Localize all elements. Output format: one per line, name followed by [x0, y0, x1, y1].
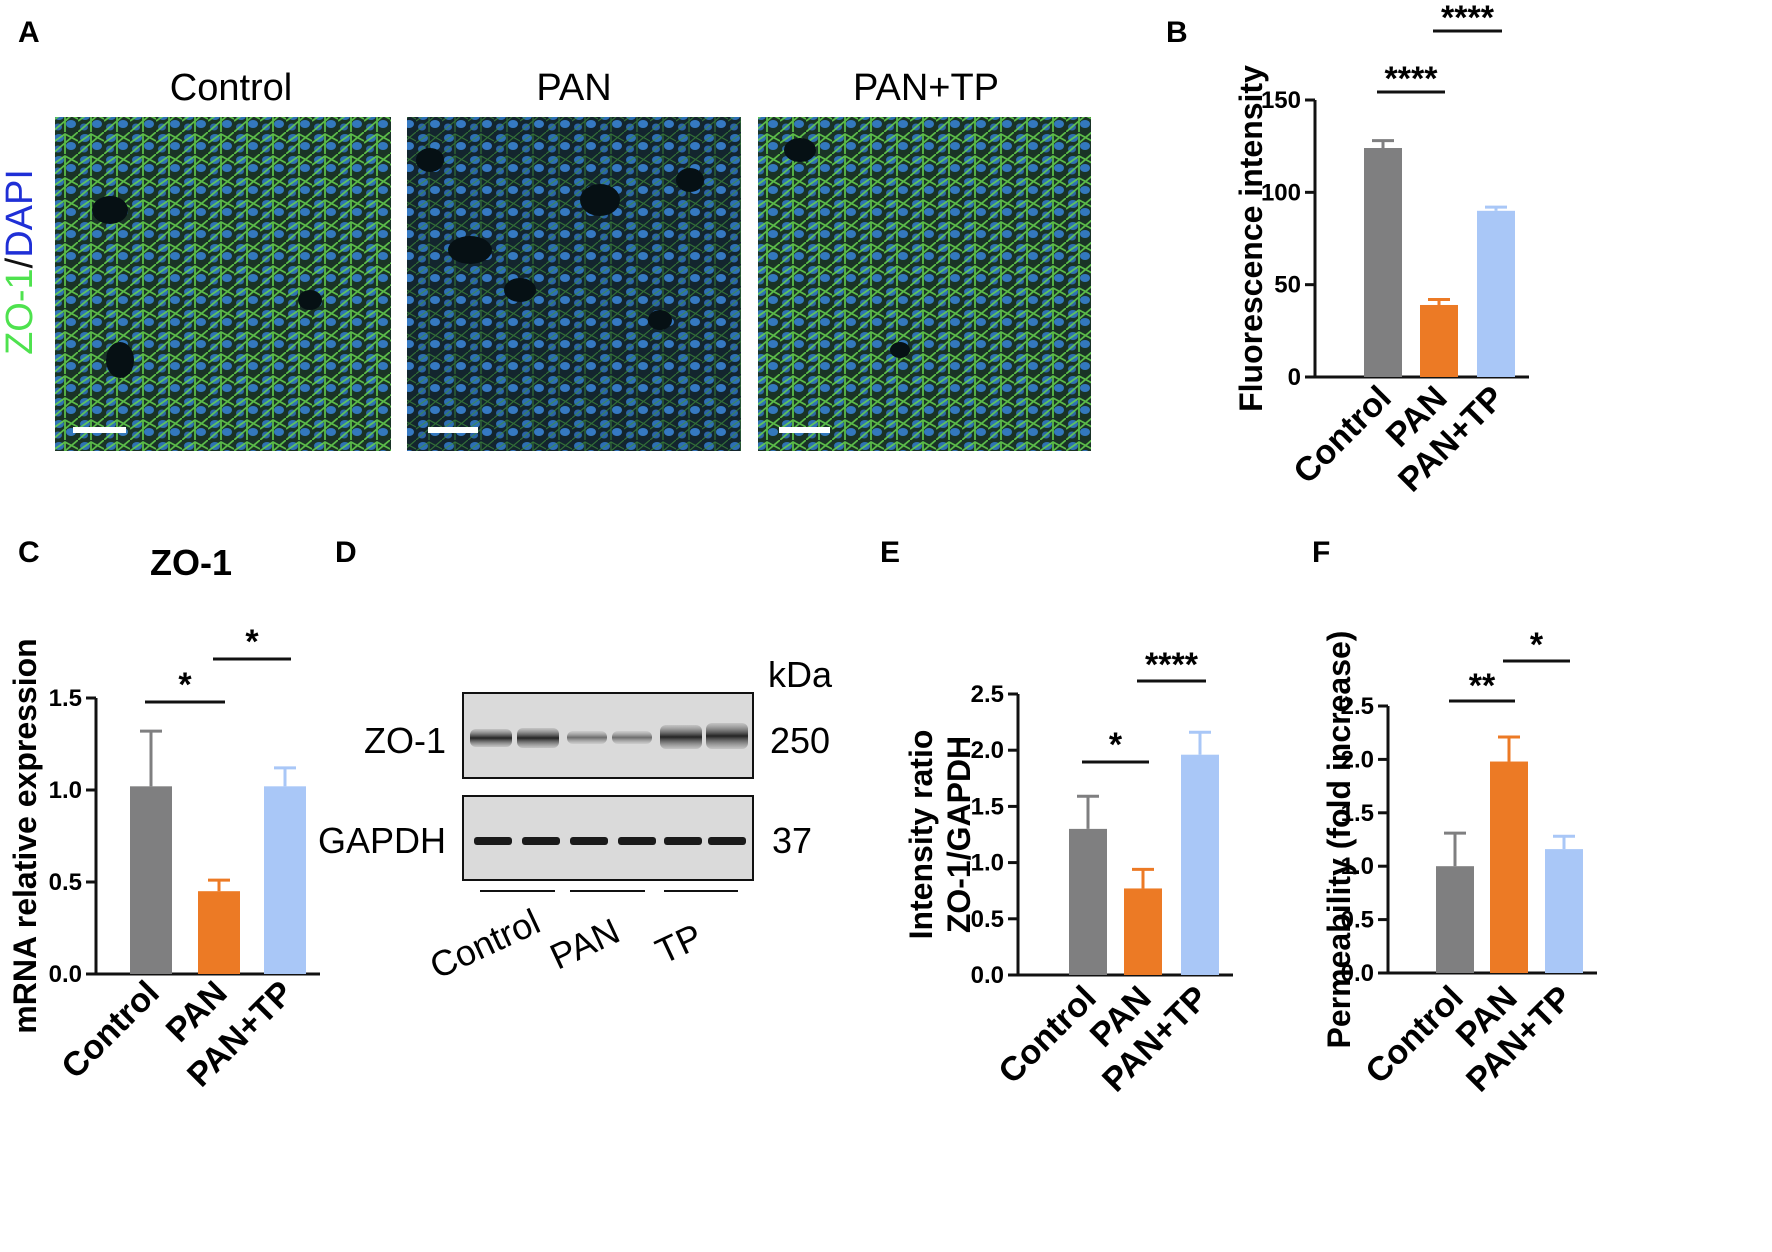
- y-axis-label-2: ZO-1/GAPDH: [941, 736, 977, 933]
- y-tick-label: 1.0: [1341, 853, 1374, 880]
- scale-bar: [779, 427, 830, 433]
- y-axis-label: Permeability (fold increase): [1321, 631, 1357, 1049]
- band-label-gapdh: GAPDH: [318, 820, 446, 861]
- blot-gapdh: [462, 795, 754, 881]
- micrograph-control: [55, 117, 391, 451]
- bar-pan: [1490, 761, 1528, 973]
- micrograph-pan-tp: [758, 117, 1091, 451]
- significance-label: **: [1469, 667, 1496, 705]
- x-tick-label-control: Control: [54, 974, 166, 1086]
- bar-pan: [1124, 888, 1162, 975]
- y-tick-label: 100: [1261, 179, 1301, 206]
- y-tick-label: 0.5: [49, 869, 82, 896]
- panel-b-label: B: [1166, 16, 1188, 49]
- group-label-tp: TP: [649, 915, 708, 972]
- bar-pan-tp: [264, 786, 306, 974]
- y-axis-label: Fluorescence intensity: [1233, 65, 1269, 412]
- bar-pan: [198, 891, 240, 974]
- micrograph-pan: [407, 117, 741, 451]
- bar-control: [1069, 828, 1107, 975]
- panel-a: A Control PAN PAN+TP ZO-1/DAPI: [0, 16, 1091, 451]
- bar-pan-tp: [1545, 849, 1583, 973]
- group-label-pan: PAN: [544, 910, 626, 977]
- panel-f-label: F: [1312, 536, 1330, 569]
- kda-label-250: 250: [770, 720, 830, 761]
- y-tick-label: 1.0: [971, 850, 1004, 877]
- y-tick-label: 150: [1261, 87, 1301, 114]
- stain-zo1-label: ZO-1: [0, 268, 41, 355]
- significance-label: *: [1530, 626, 1544, 664]
- significance-label: ****: [1385, 60, 1439, 98]
- y-tick-label: 0.0: [971, 962, 1004, 989]
- y-tick-label: 1.5: [971, 793, 1004, 820]
- bar-pan-tp: [1477, 210, 1515, 377]
- bar-control: [130, 786, 172, 974]
- y-tick-label: 0: [1288, 364, 1301, 391]
- band-label-zo1: ZO-1: [364, 720, 446, 761]
- scale-bar: [428, 427, 478, 433]
- stain-separator: /: [0, 257, 41, 268]
- x-tick-label-control: Control: [1286, 379, 1398, 491]
- panel-e-label: E: [880, 536, 900, 569]
- panel-d: D kDa ZO-1 250 GAPDH 37 Control PAN: [318, 536, 833, 987]
- y-tick-label: 0.5: [1341, 907, 1374, 934]
- y-tick-label: 0.0: [1341, 960, 1374, 987]
- y-tick-label: 2.0: [1341, 746, 1374, 773]
- bar-control: [1436, 866, 1474, 973]
- panel-a-label: A: [18, 16, 40, 49]
- significance-label: *: [245, 623, 259, 661]
- y-tick-label: 0.5: [971, 906, 1004, 933]
- panel-c-label: C: [18, 536, 40, 569]
- significance-label: ****: [1145, 646, 1199, 684]
- kda-unit-label: kDa: [768, 654, 833, 695]
- blot-zo1: [462, 692, 754, 779]
- bar-pan-tp: [1181, 754, 1219, 975]
- condition-label-control: Control: [170, 67, 293, 109]
- stain-axis-label: ZO-1/DAPI: [0, 169, 41, 355]
- kda-label-37: 37: [772, 820, 812, 861]
- scale-bar: [73, 427, 126, 433]
- y-tick-label: 2.5: [1341, 693, 1374, 720]
- bar-pan: [1420, 304, 1458, 377]
- y-tick-label: 2.0: [971, 737, 1004, 764]
- significance-label: *: [178, 666, 192, 704]
- x-tick-label-control: Control: [991, 979, 1103, 1091]
- y-tick-label: 2.5: [971, 681, 1004, 708]
- condition-label-pan: PAN: [536, 67, 611, 109]
- condition-label-pan-tp: PAN+TP: [853, 67, 999, 109]
- y-axis-label: mRNA relative expression: [7, 638, 43, 1033]
- y-tick-label: 1.0: [49, 777, 82, 804]
- y-tick-label: 1.5: [49, 685, 82, 712]
- y-tick-label: 50: [1274, 272, 1301, 299]
- bar-control: [1364, 148, 1402, 377]
- chart-title: ZO-1: [150, 542, 232, 583]
- y-axis-label: Intensity ratio: [903, 730, 939, 940]
- group-label-control: Control: [423, 901, 546, 987]
- significance-label: *: [1109, 726, 1123, 764]
- stain-dapi-label: DAPI: [0, 169, 41, 258]
- significance-label: ****: [1441, 0, 1495, 37]
- y-tick-label: 0.0: [49, 961, 82, 988]
- y-tick-label: 1.5: [1341, 800, 1374, 827]
- chart-panel-e: E 0.0 0.5 1.0 1.5 2.0 2.5 Intensity ratio ZO-1/G…: [880, 536, 1233, 1099]
- x-tick-label-control: Control: [1358, 979, 1470, 1091]
- panel-d-label: D: [335, 536, 357, 569]
